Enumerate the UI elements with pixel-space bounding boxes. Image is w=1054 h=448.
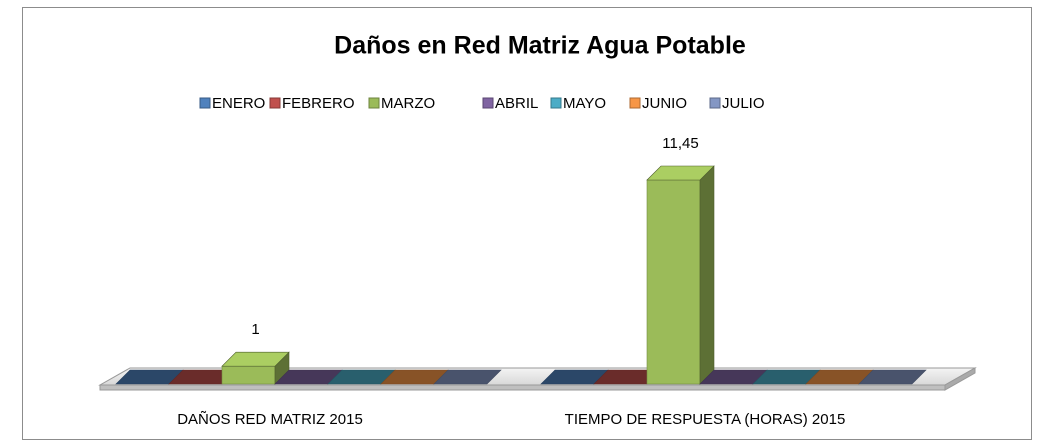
data-label: 1 xyxy=(251,321,259,338)
legend-swatch xyxy=(709,97,721,109)
legend-swatch xyxy=(629,97,641,109)
legend-label: ABRIL xyxy=(495,95,538,112)
legend-swatch xyxy=(199,97,211,109)
bar xyxy=(646,165,715,385)
bar-top xyxy=(221,351,290,367)
bar-top xyxy=(433,369,502,385)
legend-label: JUNIO xyxy=(642,95,687,112)
bar-front xyxy=(221,365,276,385)
bar xyxy=(858,369,927,385)
bar xyxy=(221,351,290,385)
x-tick-label: DAÑOS RED MATRIZ 2015 xyxy=(177,411,363,428)
legend-swatch xyxy=(482,97,494,109)
legend-label: MARZO xyxy=(381,95,435,112)
legend-swatch xyxy=(368,97,380,109)
x-tick-label: TIEMPO DE RESPUESTA (HORAS) 2015 xyxy=(565,411,846,428)
legend-swatch xyxy=(550,97,562,109)
legend-label: MAYO xyxy=(563,95,606,112)
bar xyxy=(433,369,502,385)
data-label: 11,45 xyxy=(662,135,698,152)
bar-side xyxy=(699,165,715,385)
legend-label: ENERO xyxy=(212,95,265,112)
bar-top xyxy=(646,165,715,181)
floor-side xyxy=(944,367,976,391)
legend-label: FEBRERO xyxy=(282,95,355,112)
bar-front xyxy=(646,179,701,385)
floor-edge xyxy=(99,384,946,391)
legend-swatch xyxy=(269,97,281,109)
legend-label: JULIO xyxy=(722,95,765,112)
chart-title: Daños en Red Matriz Agua Potable xyxy=(334,32,746,60)
bar-top xyxy=(858,369,927,385)
